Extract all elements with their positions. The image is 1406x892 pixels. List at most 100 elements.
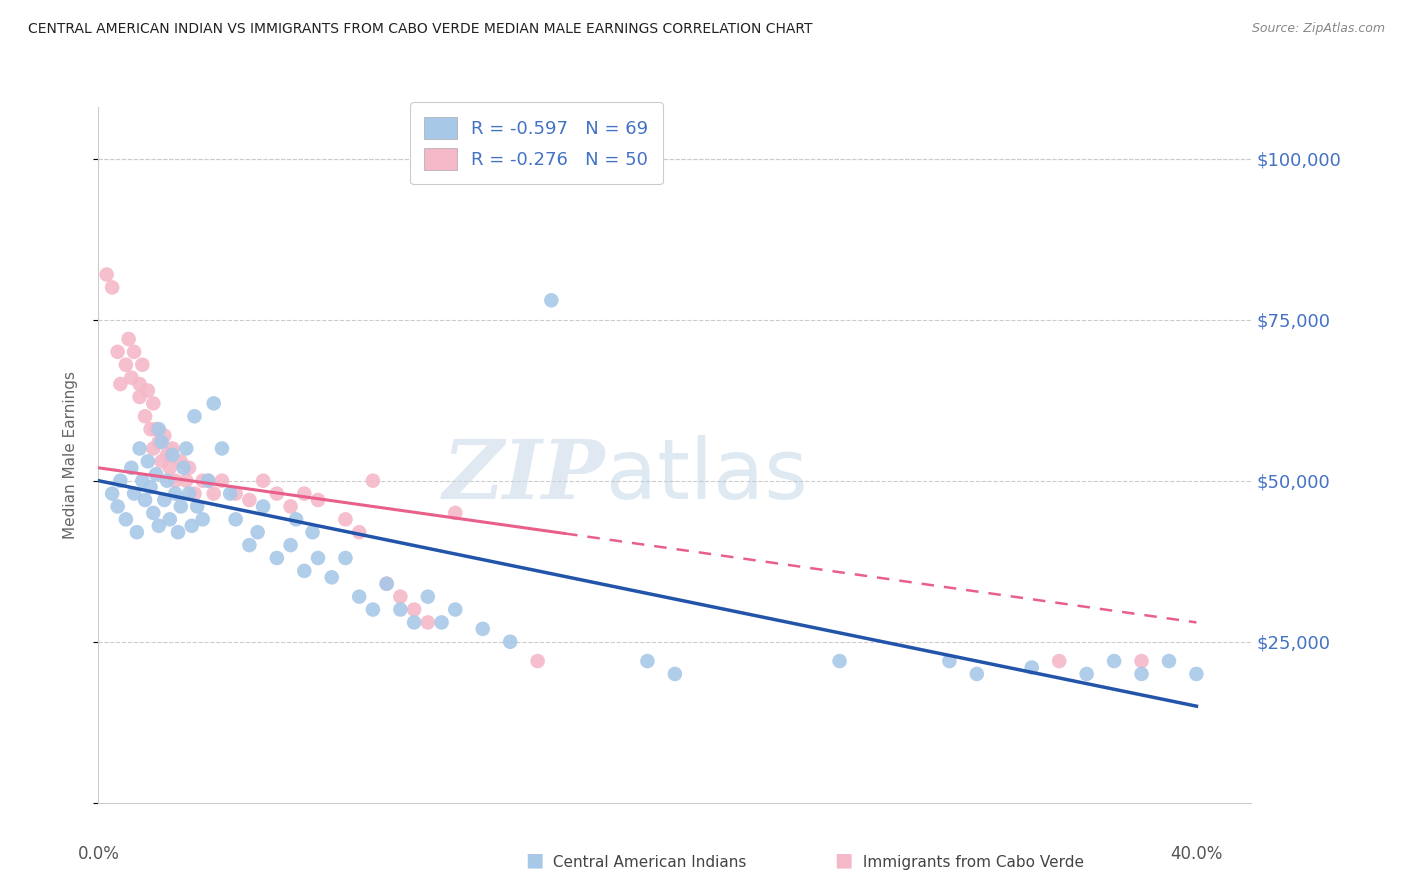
Point [191,474,214,488]
Point [444,506,467,520]
Text: Central American Indians: Central American Indians [548,855,747,870]
Point [252,500,274,514]
Point [156,474,179,488]
Point [347,590,370,604]
Point [404,602,426,616]
Point [966,667,988,681]
Point [156,448,179,462]
Point [122,486,145,500]
Point [170,500,193,514]
Point [416,590,439,604]
Point [174,474,197,488]
Point [225,512,247,526]
Point [828,654,851,668]
Point [131,474,153,488]
Point [142,506,165,520]
Point [162,442,184,456]
Point [1130,667,1153,681]
Point [375,576,398,591]
Point [142,442,165,456]
Point [120,460,142,475]
Point [252,474,274,488]
Text: ZIP: ZIP [443,436,606,516]
Point [285,512,308,526]
Point [1047,654,1070,668]
Point [225,486,247,500]
Point [170,454,193,468]
Point [174,442,197,456]
Point [211,442,233,456]
Point [938,654,960,668]
Point [117,332,139,346]
Point [389,602,412,616]
Point [115,512,138,526]
Point [1076,667,1098,681]
Text: Immigrants from Cabo Verde: Immigrants from Cabo Verde [858,855,1084,870]
Point [361,474,384,488]
Point [110,377,132,392]
Point [197,474,219,488]
Text: CENTRAL AMERICAN INDIAN VS IMMIGRANTS FROM CABO VERDE MEDIAN MALE EARNINGS CORRE: CENTRAL AMERICAN INDIAN VS IMMIGRANTS FR… [28,22,813,37]
Text: 0.0%: 0.0% [77,845,120,863]
Point [159,460,181,475]
Point [238,538,260,552]
Point [526,654,548,668]
Text: ■: ■ [524,851,544,870]
Point [183,409,205,424]
Point [211,474,233,488]
Point [107,500,129,514]
Point [177,486,200,500]
Point [404,615,426,630]
Y-axis label: Median Male Earnings: Median Male Earnings [63,371,77,539]
Point [186,500,208,514]
Point [162,448,184,462]
Point [471,622,494,636]
Point [499,634,522,648]
Point [375,576,398,591]
Point [136,384,159,398]
Point [219,486,242,500]
Point [139,422,162,436]
Point [246,525,269,540]
Point [142,396,165,410]
Point [180,518,202,533]
Point [159,512,181,526]
Point [540,293,562,308]
Point [153,428,176,442]
Point [148,422,170,436]
Point [1102,654,1125,668]
Point [266,551,288,566]
Point [145,467,167,482]
Point [96,268,118,282]
Legend: R = -0.597   N = 69, R = -0.276   N = 50: R = -0.597 N = 69, R = -0.276 N = 50 [411,103,664,184]
Point [134,409,156,424]
Point [153,493,176,508]
Point [1021,660,1043,674]
Point [131,358,153,372]
Point [165,486,187,500]
Point [1157,654,1180,668]
Point [167,525,190,540]
Point [361,602,384,616]
Point [430,615,453,630]
Point [139,480,162,494]
Point [321,570,343,584]
Point [238,493,260,508]
Point [165,474,187,488]
Point [110,474,132,488]
Text: 40.0%: 40.0% [1170,845,1223,863]
Point [202,396,225,410]
Point [120,370,142,384]
Point [280,538,302,552]
Point [1185,667,1208,681]
Point [307,493,329,508]
Point [202,486,225,500]
Text: atlas: atlas [606,435,807,516]
Point [416,615,439,630]
Point [145,422,167,436]
Point [301,525,323,540]
Point [148,435,170,450]
Point [177,460,200,475]
Point [347,525,370,540]
Point [125,525,148,540]
